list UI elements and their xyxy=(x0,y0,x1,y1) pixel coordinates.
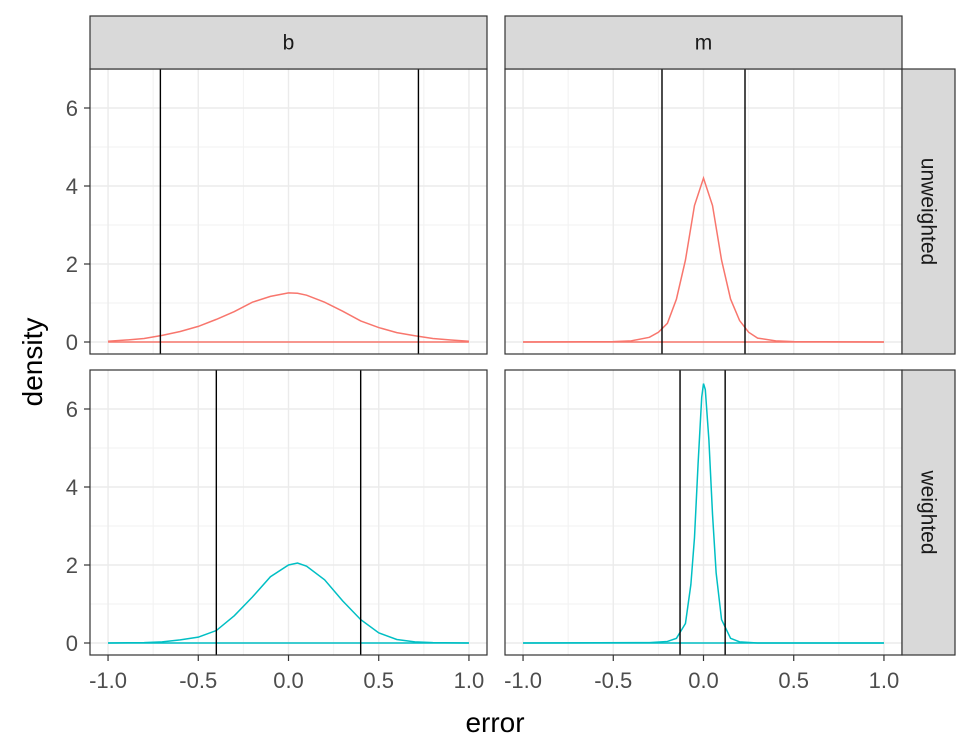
x-tick-label: 1.0 xyxy=(454,668,485,693)
density-curve-m-weighted xyxy=(523,383,884,644)
x-tick-label: -0.5 xyxy=(594,668,632,693)
x-tick-label: 0.5 xyxy=(363,668,394,693)
panel-m-weighted: -1.0 -0.5 0.0 0.5 1.0 xyxy=(504,369,903,693)
panel-m-unweighted xyxy=(504,68,903,355)
strip-background xyxy=(901,68,956,355)
facet-strip-m: m xyxy=(504,15,903,70)
x-tick-label: 0.0 xyxy=(273,668,304,693)
y-tick-label: 4 xyxy=(66,475,78,500)
y-tick-label: 2 xyxy=(66,553,78,578)
facet-strip-label: m xyxy=(695,32,713,55)
x-tick-label: 0.5 xyxy=(778,668,809,693)
facet-strip-unweighted: unweighted xyxy=(901,68,956,355)
panel-b-weighted: 0 2 4 6 -1.0 -0.5 0.0 0.5 1.0 xyxy=(66,369,488,693)
density-curve-b-unweighted xyxy=(108,292,469,342)
y-tick-label: 2 xyxy=(66,252,78,277)
strip-background xyxy=(901,369,956,656)
x-tick-label: -0.5 xyxy=(179,668,217,693)
panel-b-unweighted: 0 2 4 6 xyxy=(66,68,488,355)
y-tick-label: 0 xyxy=(66,330,78,355)
y-axis-title: density xyxy=(17,318,48,407)
y-tick-label: 4 xyxy=(66,174,78,199)
x-axis-title: error xyxy=(465,707,524,738)
density-curve-b-weighted xyxy=(108,562,469,644)
facet-strip-weighted: weighted xyxy=(901,369,956,656)
facet-strip-label: weighted xyxy=(917,469,940,554)
x-tick-label: -1.0 xyxy=(89,668,127,693)
strip-background xyxy=(89,15,488,70)
y-tick-label: 0 xyxy=(66,631,78,656)
facet-strip-label: b xyxy=(283,32,295,55)
density-curve-m-unweighted xyxy=(523,175,884,343)
facet-strip-b: b xyxy=(89,15,488,70)
y-tick-label: 6 xyxy=(66,397,78,422)
strip-background xyxy=(504,15,903,70)
x-tick-label: 0.0 xyxy=(688,668,719,693)
x-tick-label: -1.0 xyxy=(504,668,542,693)
x-tick-label: 1.0 xyxy=(869,668,900,693)
panels-layer: 0 2 4 6 0 2 4 6 -1.0 -0.5 0.0 0.5 1.0 -1.0 -0.5 0.0 0.5 1… xyxy=(66,15,956,693)
y-tick-label: 6 xyxy=(66,96,78,121)
facet-strip-label: unweighted xyxy=(917,158,940,265)
